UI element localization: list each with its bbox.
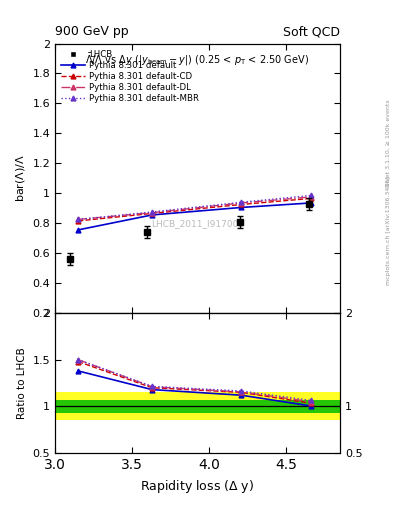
Text: Soft QCD: Soft QCD [283, 26, 340, 38]
Text: 900 GeV pp: 900 GeV pp [55, 26, 129, 38]
Text: mcplots.cern.ch [arXiv:1306.3436]: mcplots.cern.ch [arXiv:1306.3436] [386, 176, 391, 285]
Y-axis label: Ratio to LHCB: Ratio to LHCB [17, 347, 27, 419]
Text: LHCB_2011_I917009: LHCB_2011_I917009 [151, 220, 244, 228]
X-axis label: Rapidity loss ($\Delta$ y): Rapidity loss ($\Delta$ y) [140, 478, 255, 495]
Y-axis label: bar($\Lambda$)/$\Lambda$: bar($\Lambda$)/$\Lambda$ [14, 154, 27, 202]
Text: Rivet 3.1.10, ≥ 100k events: Rivet 3.1.10, ≥ 100k events [386, 99, 391, 187]
Legend: LHCB, Pythia 8.301 default, Pythia 8.301 default-CD, Pythia 8.301 default-DL, Py: LHCB, Pythia 8.301 default, Pythia 8.301… [59, 48, 201, 105]
Text: $\bar{\Lambda}/\Lambda$ vs $\Delta y$ ($|y_{\mathrm{beam}}-y|$) (0.25 < $p_{\mat: $\bar{\Lambda}/\Lambda$ vs $\Delta y$ ($… [85, 52, 310, 68]
